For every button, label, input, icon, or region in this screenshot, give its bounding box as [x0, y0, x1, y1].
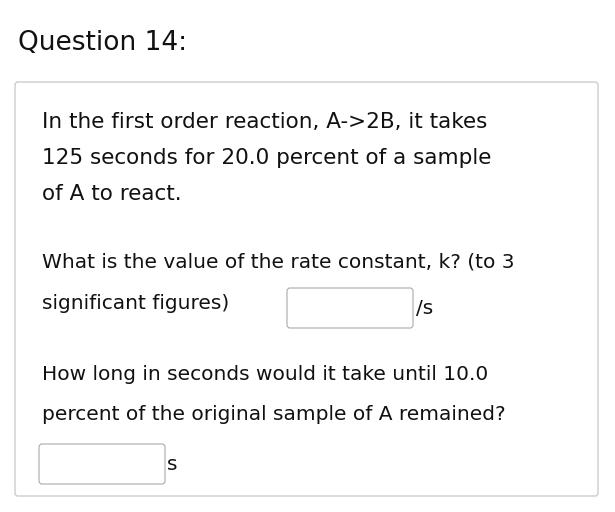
Text: s: s: [167, 455, 178, 474]
Text: What is the value of the rate constant, k? (to 3: What is the value of the rate constant, …: [42, 252, 515, 271]
Text: /s: /s: [416, 300, 433, 318]
Text: Question 14:: Question 14:: [18, 30, 187, 56]
FancyBboxPatch shape: [39, 444, 165, 484]
Text: of A to react.: of A to react.: [42, 184, 181, 204]
Text: percent of the original sample of A remained?: percent of the original sample of A rema…: [42, 405, 506, 424]
FancyBboxPatch shape: [287, 288, 413, 328]
Text: In the first order reaction, A->2B, it takes: In the first order reaction, A->2B, it t…: [42, 112, 487, 132]
Text: 125 seconds for 20.0 percent of a sample: 125 seconds for 20.0 percent of a sample: [42, 148, 491, 168]
Text: How long in seconds would it take until 10.0: How long in seconds would it take until …: [42, 365, 488, 384]
FancyBboxPatch shape: [15, 82, 598, 496]
Text: significant figures): significant figures): [42, 294, 229, 313]
